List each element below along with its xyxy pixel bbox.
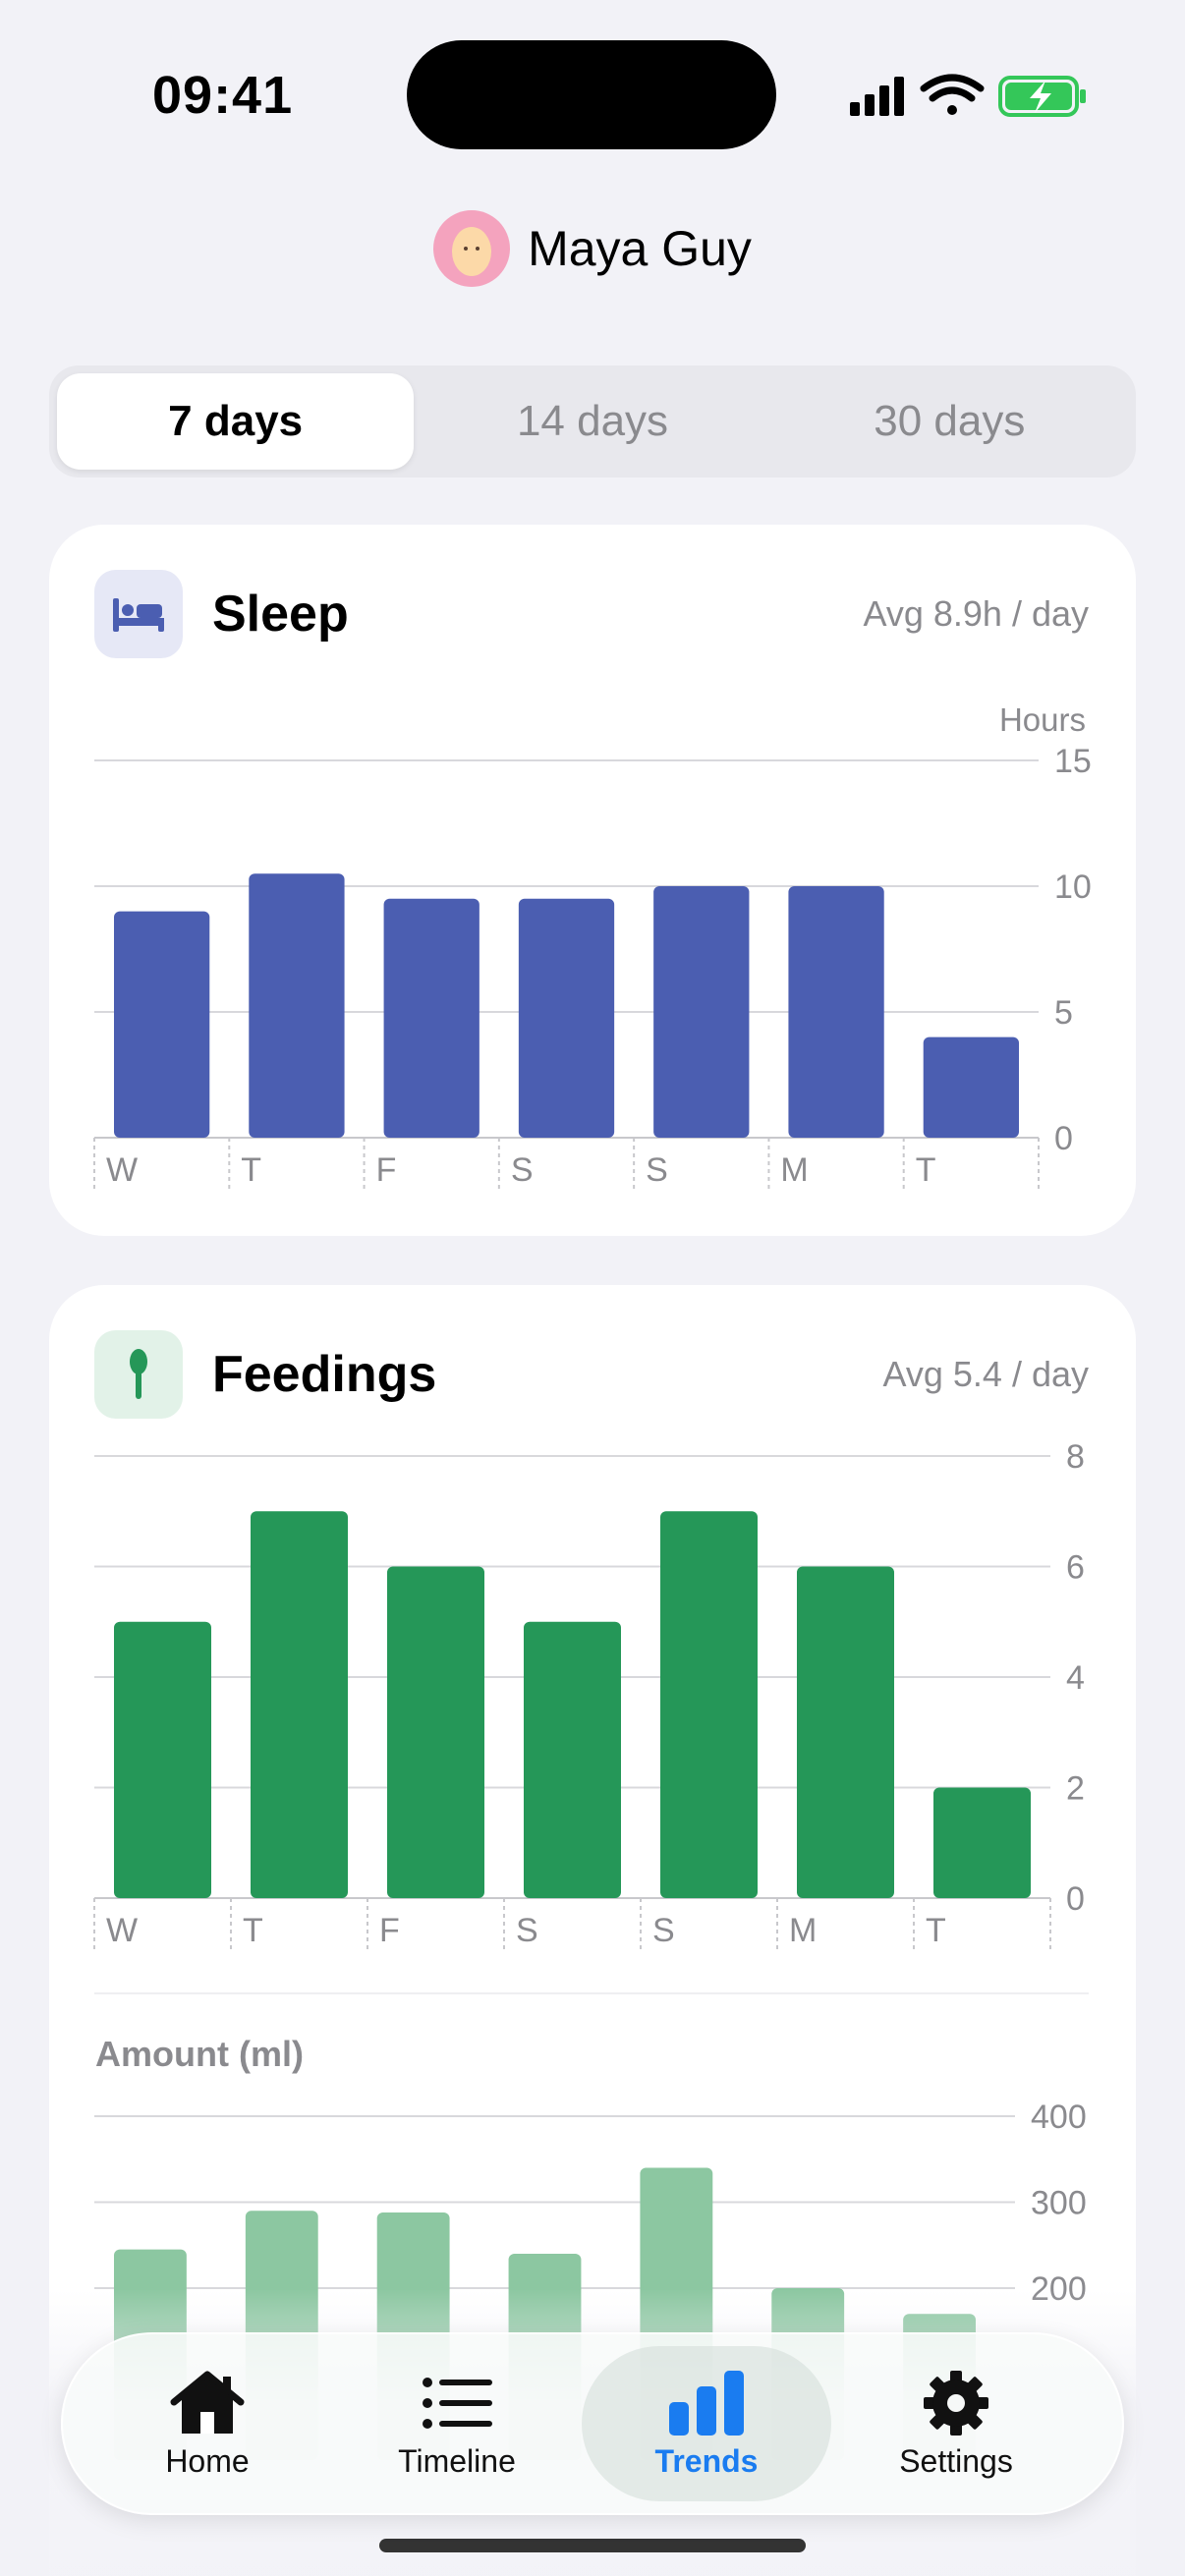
feedings-chart-x-tick-label: M — [789, 1912, 817, 1949]
status-icons — [850, 74, 1086, 117]
bed-icon — [94, 570, 183, 658]
house-icon — [170, 2371, 245, 2434]
battery-charging-icon — [998, 76, 1086, 117]
sleep-chart: 0 5 10 15 Hours W T F S S M T — [93, 701, 1092, 1189]
sleep-average: Avg 8.9h / day — [863, 593, 1090, 634]
range-segmented-control: 7 days 14 days 30 days — [49, 365, 1136, 477]
sleep-chart-y-axis-label: Hours — [999, 701, 1086, 738]
sleep-chart-x-tick-label: M — [780, 1151, 808, 1189]
feedings-chart-x-tick-label: F — [379, 1912, 400, 1949]
sleep-chart-bar[interactable] — [788, 886, 884, 1138]
feedings-chart-x-tick-label: S — [516, 1912, 538, 1949]
avatar — [433, 210, 511, 287]
sleep-chart-bar[interactable] — [114, 911, 210, 1138]
dynamic-island — [407, 40, 776, 149]
range-tab-30-days[interactable]: 30 days — [874, 397, 1026, 445]
range-tab-7-days[interactable]: 7 days — [57, 373, 415, 470]
sleep-chart-y-tick-label: 0 — [1054, 1120, 1073, 1157]
feedings-chart-y-tick-label: 2 — [1066, 1770, 1085, 1808]
feedings-chart-bar[interactable] — [660, 1511, 758, 1898]
amount-chart-y-tick-label: 300 — [1031, 2185, 1087, 2222]
status-time: 09:41 — [152, 66, 294, 125]
amount-chart-y-tick-label: 400 — [1031, 2099, 1087, 2136]
tab-bar: Home Timeline Trends — [61, 2332, 1124, 2515]
feedings-chart-x-tick-label: T — [243, 1912, 263, 1949]
feedings-chart-x-tick-label: S — [652, 1912, 675, 1949]
sleep-chart-y-tick-label: 5 — [1054, 994, 1073, 1032]
range-tab-14-days[interactable]: 14 days — [516, 397, 669, 445]
feedings-chart-y-tick-label: 6 — [1066, 1549, 1085, 1587]
sleep-chart-bar[interactable] — [383, 898, 480, 1138]
tab-timeline[interactable]: Timeline — [332, 2346, 582, 2501]
sleep-chart-x-tick-label: S — [511, 1151, 534, 1189]
tab-timeline-label: Timeline — [398, 2442, 516, 2479]
feedings-chart-y-tick-label: 4 — [1066, 1659, 1085, 1697]
bar-chart-icon — [669, 2370, 744, 2436]
home-indicator — [379, 2539, 806, 2552]
profile-name: Maya Guy — [528, 221, 752, 276]
signal-icon — [850, 77, 904, 116]
card-divider — [94, 1992, 1089, 1994]
list-icon — [423, 2377, 492, 2429]
feedings-chart-bar[interactable] — [114, 1621, 211, 1898]
feedings-chart-x-tick-label: W — [106, 1912, 138, 1949]
feedings-average: Avg 5.4 / day — [882, 1354, 1089, 1394]
feedings-count-chart: 0 2 4 6 8 W T F S S M T — [93, 1438, 1085, 1949]
gear-icon — [924, 2370, 988, 2436]
sleep-chart-y-tick-label: 15 — [1054, 743, 1092, 780]
sleep-chart-x-tick-label: T — [241, 1151, 261, 1189]
sleep-title: Sleep — [212, 586, 349, 643]
feedings-chart-y-tick-label: 0 — [1066, 1880, 1085, 1918]
tab-trends-label: Trends — [654, 2442, 759, 2479]
feedings-chart-y-tick-label: 8 — [1066, 1438, 1085, 1476]
tab-home-label: Home — [165, 2442, 250, 2479]
amount-title: Amount (ml) — [95, 2034, 304, 2074]
sleep-chart-bar[interactable] — [923, 1036, 1019, 1138]
feedings-chart-bar[interactable] — [387, 1566, 484, 1899]
wifi-icon — [920, 74, 985, 115]
status-bar: 09:41 — [0, 0, 1185, 187]
feedings-chart-bar[interactable] — [524, 1621, 621, 1898]
profile-header[interactable]: Maya Guy — [0, 206, 1185, 291]
feedings-chart-bar[interactable] — [251, 1511, 348, 1898]
spoon-icon — [94, 1330, 183, 1419]
feedings-chart-bar[interactable] — [797, 1566, 894, 1899]
sleep-chart-bar[interactable] — [653, 886, 750, 1138]
feedings-chart-bar[interactable] — [933, 1787, 1031, 1899]
feedings-card-header: Feedings Avg 5.4 / day — [94, 1330, 1089, 1419]
sleep-chart-bar[interactable] — [249, 873, 345, 1138]
sleep-card[interactable]: Sleep Avg 8.9h / day 0 5 10 15 Hours W T F S S M T — [49, 525, 1136, 1236]
feedings-title: Feedings — [212, 1346, 437, 1403]
sleep-chart-x-tick-label: S — [646, 1151, 668, 1189]
sleep-chart-x-tick-label: F — [376, 1151, 397, 1189]
tab-settings[interactable]: Settings — [831, 2346, 1081, 2501]
sleep-card-header: Sleep Avg 8.9h / day — [94, 570, 1089, 658]
sleep-chart-x-tick-label: W — [106, 1151, 138, 1189]
tab-home[interactable]: Home — [83, 2346, 332, 2501]
tab-trends[interactable]: Trends — [582, 2346, 831, 2501]
sleep-chart-x-tick-label: T — [916, 1151, 936, 1189]
sleep-chart-y-tick-label: 10 — [1054, 868, 1092, 906]
sleep-chart-bar[interactable] — [518, 898, 615, 1138]
feedings-chart-x-tick-label: T — [926, 1912, 946, 1949]
tab-settings-label: Settings — [899, 2442, 1013, 2479]
